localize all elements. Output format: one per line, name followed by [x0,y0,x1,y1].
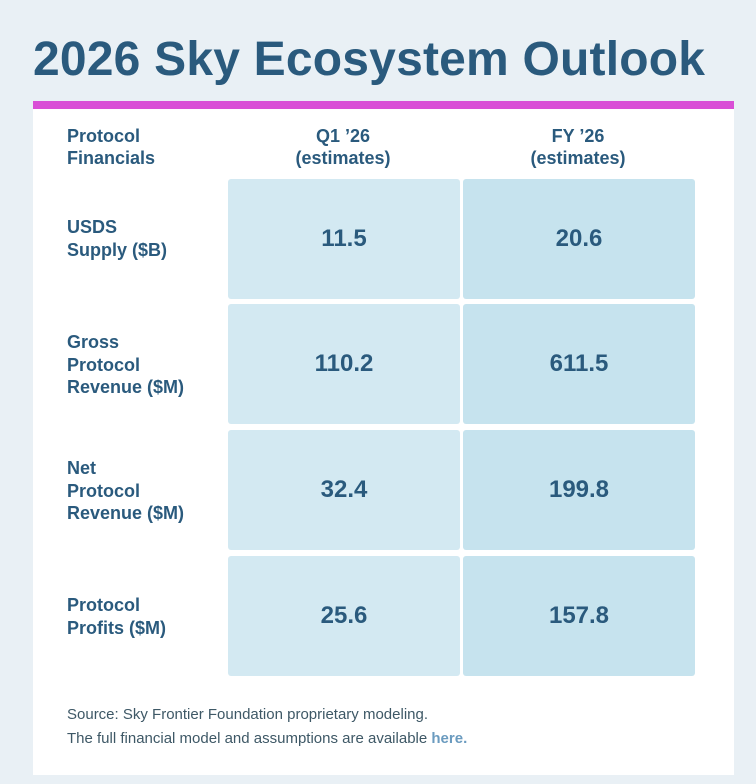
column-header-note: (estimates) [530,148,626,168]
row-label-line: Protocol [67,480,141,501]
value-cell-fy-usds-supply: 20.6 [463,179,695,299]
row-label-protocol-profits: Protocol Profits ($M) [67,594,222,639]
row-label-net-revenue: Net Protocol Revenue ($M) [67,457,222,525]
model-note: The full financial model and assumptions… [67,727,707,751]
model-note-text: The full financial model and assumptions… [67,730,428,747]
row-label-line: Profits ($M) [67,617,166,638]
footnote: Source: Sky Frontier Foundation propriet… [67,703,707,751]
column-header-period: Q1 ’26 [315,126,371,146]
row-header-line: Protocol [67,126,141,146]
row-header-line: Financials [67,148,156,168]
column-header-note: (estimates) [295,148,391,168]
value-cell-fy-protocol-profits: 157.8 [463,556,695,676]
value-cell-q1-net-revenue: 32.4 [228,430,460,550]
row-label-line: Revenue ($M) [67,377,185,397]
column-header-q1: Q1 ’26 (estimates) [226,125,460,169]
model-link[interactable]: here. [431,730,468,747]
column-header-fy: FY ’26 (estimates) [461,125,695,169]
value-cell-q1-gross-revenue: 110.2 [228,304,460,424]
accent-divider [33,101,734,109]
row-label-usds-supply: USDS Supply ($B) [67,216,222,261]
value-cell-fy-gross-revenue: 611.5 [463,304,695,424]
row-label-line: Net [67,458,97,478]
row-label-line: Revenue ($M) [67,503,185,523]
page-title: 2026 Sky Ecosystem Outlook [33,33,706,86]
row-label-line: Protocol [67,595,141,615]
row-label-line: Supply ($B) [67,239,168,260]
row-label-line: USDS [67,217,118,237]
source-note: Source: Sky Frontier Foundation propriet… [67,706,429,723]
value-cell-fy-net-revenue: 199.8 [463,430,695,550]
row-label-gross-revenue: Gross Protocol Revenue ($M) [67,331,222,399]
row-header-label: Protocol Financials [67,125,217,169]
value-cell-q1-usds-supply: 11.5 [228,179,460,299]
row-label-line: Protocol [67,354,141,375]
column-header-period: FY ’26 [551,126,605,146]
row-label-line: Gross [67,332,120,352]
value-cell-q1-protocol-profits: 25.6 [228,556,460,676]
